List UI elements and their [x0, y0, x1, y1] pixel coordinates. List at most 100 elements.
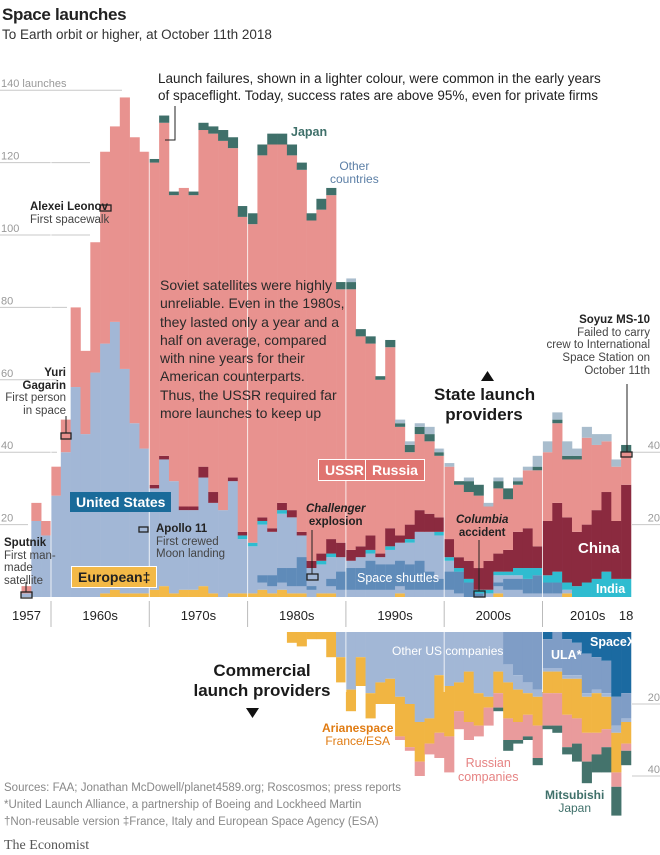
state-bar-other-2000 — [444, 463, 455, 467]
commercial-bar-arianespace-2007 — [513, 689, 524, 722]
state-bar-other-2009 — [532, 455, 543, 467]
state-bar-china-1988 — [326, 539, 337, 554]
label-mitsubishi-country: Japan — [558, 801, 592, 816]
x-tick-label: 1960s — [82, 608, 118, 623]
state-bar-ussr_russia-1989 — [336, 289, 347, 543]
sputnik-text: made — [4, 562, 33, 575]
state-bar-ussr_russia-2004 — [483, 506, 494, 561]
state-bar-china-1973 — [178, 506, 189, 511]
leonov-annotation: Alexei Leonov First spacewalk — [30, 201, 109, 226]
state-bar-us-1988 — [326, 557, 337, 594]
state-bar-china-2007 — [513, 531, 524, 569]
state-bar-ussr_russia-2003 — [473, 495, 484, 569]
commercial-bar-arianespace-2017 — [611, 732, 622, 773]
commercial-bar-other_us-2018 — [621, 718, 632, 722]
state-bar-europe-1983 — [277, 589, 288, 597]
soviet-note-line: half on average, compared — [160, 331, 327, 348]
state-bar-india-2005 — [493, 571, 504, 576]
apollo-annotation: Apollo 11 First crewed Moon landing — [156, 523, 225, 561]
state-bar-china-1982 — [267, 528, 278, 532]
commercial-bar-other_us-2005 — [493, 632, 504, 672]
commercial-heading-line: Commercial — [213, 661, 311, 680]
state-bar-india-1983 — [277, 510, 288, 514]
state-bar-other-2012 — [562, 441, 573, 456]
commercial-bar-russian_companies-1996 — [404, 747, 415, 751]
state-bar-space-shuttle-2009 — [532, 575, 543, 594]
commercial-bar-other_us-2004 — [483, 632, 494, 697]
commercial-bar-other_us-2002 — [463, 632, 474, 672]
apollo-text: First crewed — [156, 535, 219, 548]
label-space-shuttles: Space shuttles — [357, 571, 439, 585]
commercial-bar-arianespace-1986 — [306, 632, 317, 640]
state-bar-space-shuttle-1984 — [286, 568, 298, 587]
commercial-bar-mitsubishi-2011 — [552, 725, 563, 733]
state-bar-china-1978 — [227, 477, 239, 482]
state-bar-india-2015 — [591, 578, 602, 597]
state-bar-china-2001 — [454, 557, 465, 569]
x-tick-label: 2010s — [570, 608, 606, 623]
commercial-bar-arianespace-2014 — [581, 696, 592, 733]
commercial-bar-russian_companies-2011 — [552, 693, 563, 726]
state-bar-ussr_russia-2010 — [542, 452, 553, 521]
commercial-bar-arianespace-2013 — [571, 678, 583, 719]
state-bar-space-shuttle-1991 — [355, 568, 366, 590]
soviet-note-line: American counterparts. — [160, 368, 305, 385]
commercial-bar-spacex-2010 — [542, 632, 553, 640]
commercial-bar-ula-2016 — [601, 660, 612, 694]
gagarin-text: in space — [23, 404, 66, 417]
commercial-bar-ula-2017 — [611, 696, 622, 726]
columbia-text: accident — [458, 526, 506, 539]
state-bar-japan-1982 — [267, 133, 278, 145]
commercial-bar-russian_companies-2012 — [562, 714, 573, 748]
page-title: Space launches — [2, 5, 127, 24]
state-bar-us-1969 — [139, 448, 150, 594]
label-russia: Russia — [365, 459, 425, 481]
challenger-annotation: Challenger explosion — [306, 503, 365, 528]
commercial-bar-russian_companies-2003 — [473, 725, 484, 737]
state-bar-europe-1980 — [247, 593, 258, 597]
state-bar-china-1993 — [375, 553, 386, 558]
commercial-bar-other_us-1996 — [404, 632, 415, 704]
label-united-states: United States — [70, 492, 172, 512]
commercial-bar-other_us-1993 — [375, 632, 386, 683]
leonov-marker — [99, 204, 112, 212]
state-bar-japan-1974 — [188, 191, 199, 196]
state-bar-us-1964 — [90, 372, 101, 597]
state-bar-ussr_russia-1985 — [296, 169, 307, 532]
state-bar-japan-1976 — [208, 126, 219, 134]
state-bar-us-1976 — [208, 502, 219, 594]
state-bar-india-2018 — [621, 578, 632, 597]
x-tick-label: 1980s — [279, 608, 315, 623]
state-bar-europe-1995 — [395, 593, 406, 597]
x-tick-label: 1957 — [12, 608, 41, 623]
state-bar-india-2004 — [483, 589, 494, 594]
state-bar-india-1992 — [365, 549, 376, 554]
state-bar-japan-2007 — [513, 481, 524, 485]
label-japan: Japan — [291, 125, 328, 139]
state-bar-china-2009 — [532, 546, 543, 569]
label-russian-companies-line: Russian — [465, 756, 511, 770]
state-bar-ussr_russia-1964 — [90, 242, 101, 373]
state-bar-japan-1992 — [365, 336, 376, 344]
commercial-bar-ula-2018 — [621, 693, 632, 719]
state-bar-ussr_russia-2001 — [454, 484, 465, 558]
state-bar-china-2004 — [483, 560, 494, 590]
commercial-bar-other_us-2011 — [552, 668, 563, 672]
commercial-bar-mitsubishi-2009 — [532, 758, 543, 766]
commercial-y-tick-label: 40 — [648, 764, 660, 776]
state-bar-japan-1971 — [159, 115, 170, 123]
state-bar-china-2005 — [493, 553, 504, 572]
state-bar-ussr_russia-2011 — [552, 423, 563, 503]
state-bar-china-1976 — [208, 492, 219, 503]
sputnik-text: satellite — [4, 574, 43, 587]
commercial-bar-other_us-1999 — [434, 632, 445, 676]
commercial-bar-arianespace-1993 — [375, 682, 386, 704]
columbia-title: Columbia — [456, 514, 509, 526]
state-bar-japan-1996 — [404, 444, 415, 453]
state-bar-china-2018 — [621, 484, 632, 579]
commercial-bar-arianespace-1996 — [404, 704, 415, 748]
state-bar-ussr_russia-1973 — [178, 187, 189, 507]
commercial-bar-arianespace-1984 — [286, 632, 298, 643]
commercial-bar-russian_companies-2004 — [483, 707, 494, 726]
gagarin-text: First person — [5, 392, 66, 405]
